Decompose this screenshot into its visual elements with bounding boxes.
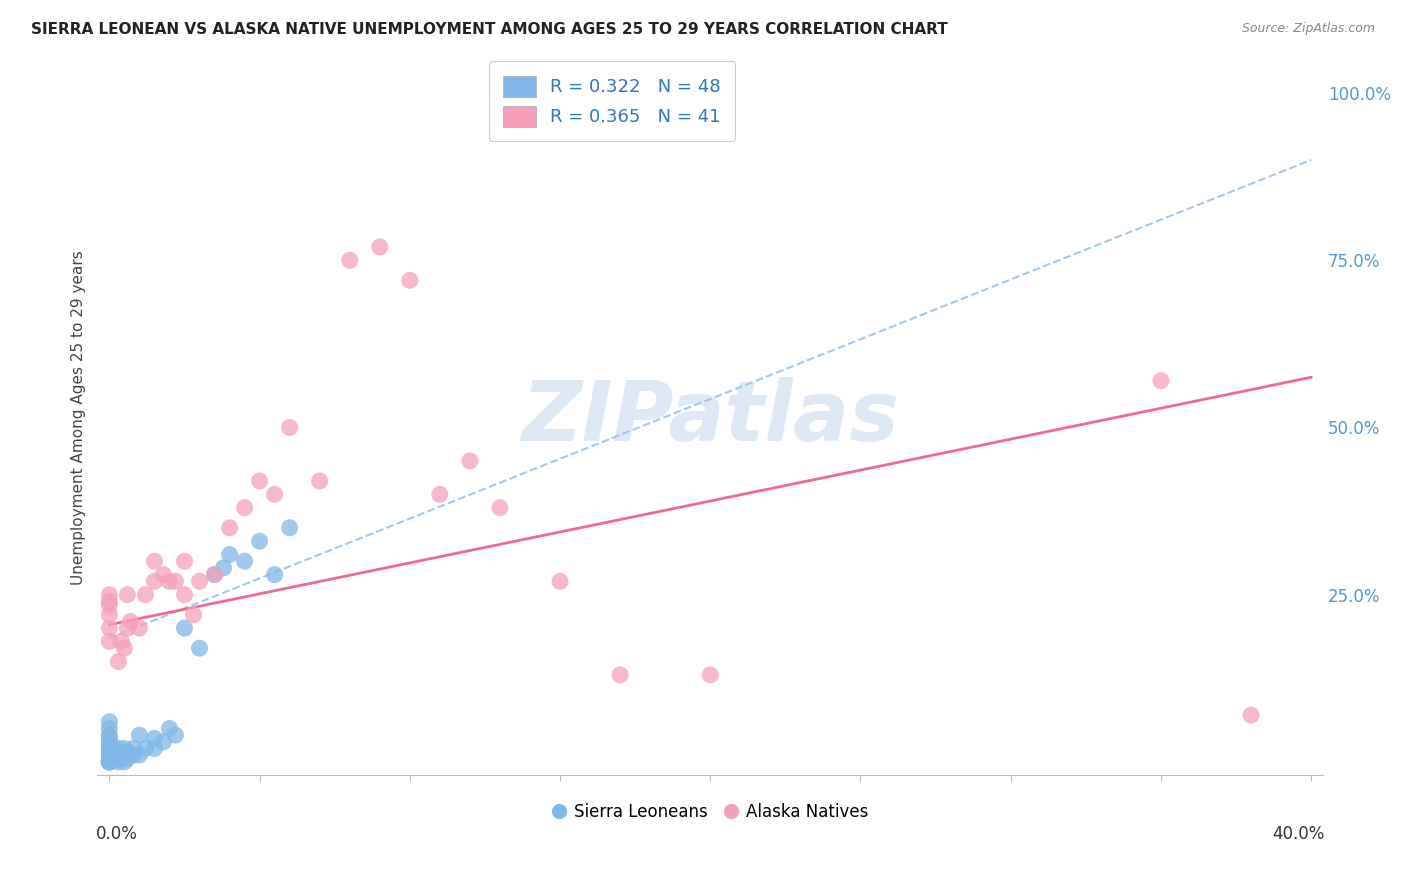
Alaska Natives [98,588,121,602]
Sierra Leoneans [128,748,150,763]
Text: SIERRA LEONEAN VS ALASKA NATIVE UNEMPLOYMENT AMONG AGES 25 TO 29 YEARS CORRELATI: SIERRA LEONEAN VS ALASKA NATIVE UNEMPLOY… [31,22,948,37]
Sierra Leoneans [98,747,121,761]
Alaska Natives [218,521,240,535]
Sierra Leoneans [112,741,135,756]
Sierra Leoneans [110,748,132,763]
Y-axis label: Unemployment Among Ages 25 to 29 years: Unemployment Among Ages 25 to 29 years [72,250,86,585]
Sierra Leoneans [98,728,121,742]
Alaska Natives [107,655,129,669]
Alaska Natives [117,588,139,602]
Alaska Natives [117,621,139,635]
Alaska Natives [173,554,195,568]
Alaska Natives [609,668,631,682]
Alaska Natives [159,574,181,589]
Alaska Natives [1150,374,1173,388]
Sierra Leoneans [143,741,166,756]
Alaska Natives [183,607,205,622]
Alaska Natives [249,474,271,488]
Sierra Leoneans [107,755,129,769]
Sierra Leoneans [204,567,226,582]
Alaska Natives [110,634,132,648]
Sierra Leoneans [112,748,135,763]
Text: 40.0%: 40.0% [1272,825,1324,843]
Sierra Leoneans [233,554,256,568]
Sierra Leoneans [188,641,211,656]
Alaska Natives [188,574,211,589]
Text: ZIPatlas: ZIPatlas [522,377,900,458]
Sierra Leoneans [212,561,235,575]
Sierra Leoneans [98,755,121,769]
Alaska Natives [429,487,451,501]
Alaska Natives [458,454,481,468]
Alaska Natives [398,273,420,287]
Text: 0.0%: 0.0% [96,825,138,843]
Sierra Leoneans [98,735,121,749]
Alaska Natives [120,615,142,629]
Sierra Leoneans [98,714,121,729]
Alaska Natives [489,500,512,515]
Text: Source: ZipAtlas.com: Source: ZipAtlas.com [1241,22,1375,36]
Alaska Natives [143,574,166,589]
Sierra Leoneans [107,741,129,756]
Sierra Leoneans [98,755,121,769]
Sierra Leoneans [98,731,121,746]
Alaska Natives [165,574,187,589]
Alaska Natives [128,621,150,635]
Sierra Leoneans [218,548,240,562]
Alaska Natives [548,574,571,589]
Alaska Natives [699,668,721,682]
Sierra Leoneans [117,745,139,759]
Alaska Natives [143,554,166,568]
Sierra Leoneans [122,741,145,756]
Sierra Leoneans [98,750,121,764]
Sierra Leoneans [98,722,121,736]
Sierra Leoneans [122,748,145,763]
Sierra Leoneans [112,755,135,769]
Alaska Natives [233,500,256,515]
Alaska Natives [112,641,135,656]
Legend: Sierra Leoneans, Alaska Natives: Sierra Leoneans, Alaska Natives [546,797,875,828]
Sierra Leoneans [98,755,121,769]
Sierra Leoneans [98,738,121,752]
Alaska Natives [204,567,226,582]
Alaska Natives [263,487,285,501]
Sierra Leoneans [98,743,121,757]
Sierra Leoneans [98,754,121,768]
Sierra Leoneans [98,755,121,769]
Sierra Leoneans [249,534,271,549]
Sierra Leoneans [98,751,121,765]
Alaska Natives [98,607,121,622]
Sierra Leoneans [117,751,139,765]
Alaska Natives [339,253,361,268]
Sierra Leoneans [107,751,129,765]
Alaska Natives [278,420,301,434]
Alaska Natives [368,240,391,254]
Sierra Leoneans [98,741,121,756]
Sierra Leoneans [98,753,121,767]
Alaska Natives [98,634,121,648]
Alaska Natives [134,588,156,602]
Sierra Leoneans [98,755,121,769]
Sierra Leoneans [143,731,166,746]
Sierra Leoneans [165,728,187,742]
Sierra Leoneans [98,748,121,763]
Alaska Natives [308,474,330,488]
Sierra Leoneans [128,728,150,742]
Sierra Leoneans [173,621,195,635]
Alaska Natives [98,598,121,612]
Sierra Leoneans [278,521,301,535]
Alaska Natives [98,621,121,635]
Alaska Natives [98,594,121,608]
Alaska Natives [173,588,195,602]
Sierra Leoneans [263,567,285,582]
Sierra Leoneans [98,745,121,759]
Alaska Natives [152,567,174,582]
Alaska Natives [1240,708,1263,723]
Sierra Leoneans [134,741,156,756]
Sierra Leoneans [152,735,174,749]
Sierra Leoneans [159,722,181,736]
